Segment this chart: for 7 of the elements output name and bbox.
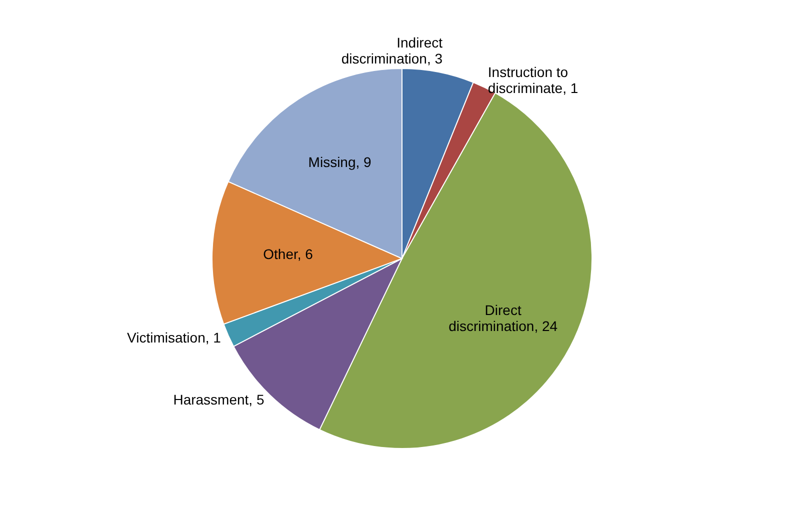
data-label: Direct discrimination, 24 [448, 302, 558, 334]
data-label: Harassment, 5 [173, 392, 264, 408]
data-label: Victimisation, 1 [127, 330, 222, 346]
data-label: Indirect discrimination, 3 [341, 34, 443, 66]
data-label: Instruction to discriminate, 1 [488, 64, 578, 96]
data-label: Missing, 9 [308, 154, 372, 170]
data-label: Other, 6 [263, 246, 314, 262]
